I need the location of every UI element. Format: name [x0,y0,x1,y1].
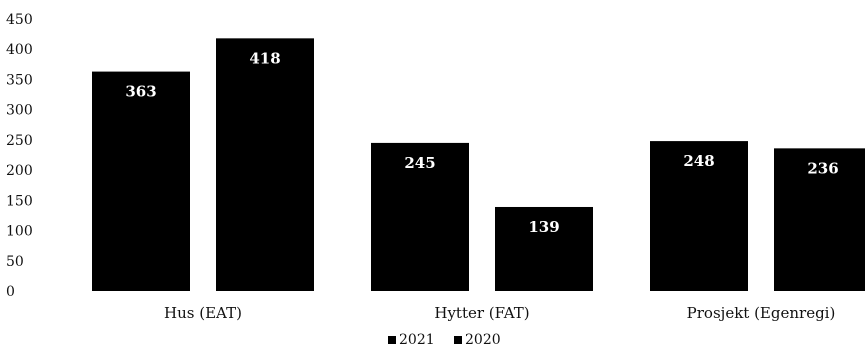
y-tick-label: 200 [6,163,33,179]
bar-2021-2 [650,141,748,291]
category-label: Hytter (FAT) [434,304,529,322]
bar-2021-0 [92,71,190,291]
bars [92,38,865,291]
legend: 2021 2020 [388,332,501,347]
bar-2020-0 [216,38,314,291]
bar-2020-1 [495,206,593,291]
data-label: 363 [125,83,156,101]
bar-2021-1 [371,142,469,291]
y-tick-label: 150 [6,193,33,209]
y-tick-label: 300 [6,103,33,119]
category-label: Prosjekt (Egenregi) [687,304,836,322]
data-label: 418 [249,49,280,67]
legend-swatch [388,336,396,344]
legend-swatch [454,336,462,344]
legend-label: 2021 [399,332,435,347]
y-tick-label: 450 [6,12,33,28]
y-tick-label: 400 [6,42,33,58]
data-label: 245 [404,154,435,172]
y-tick-label: 50 [6,254,24,270]
bar-2020-2 [774,148,865,291]
value-labels: 363 418 245 139 248 236 [125,49,838,236]
y-tick-label: 350 [6,72,33,88]
data-label: 248 [683,152,714,170]
data-label: 139 [528,218,559,236]
y-tick-label: 250 [6,133,33,149]
category-label: Hus (EAT) [164,304,242,322]
data-label: 236 [807,159,838,177]
legend-label: 2020 [465,332,501,347]
y-axis: 0 50 100 150 200 250 300 350 400 450 [6,12,33,300]
x-axis: Hus (EAT) Hytter (FAT) Prosjekt (Egenregi) [164,304,835,322]
y-tick-label: 0 [6,284,15,300]
y-tick-label: 100 [6,224,33,240]
